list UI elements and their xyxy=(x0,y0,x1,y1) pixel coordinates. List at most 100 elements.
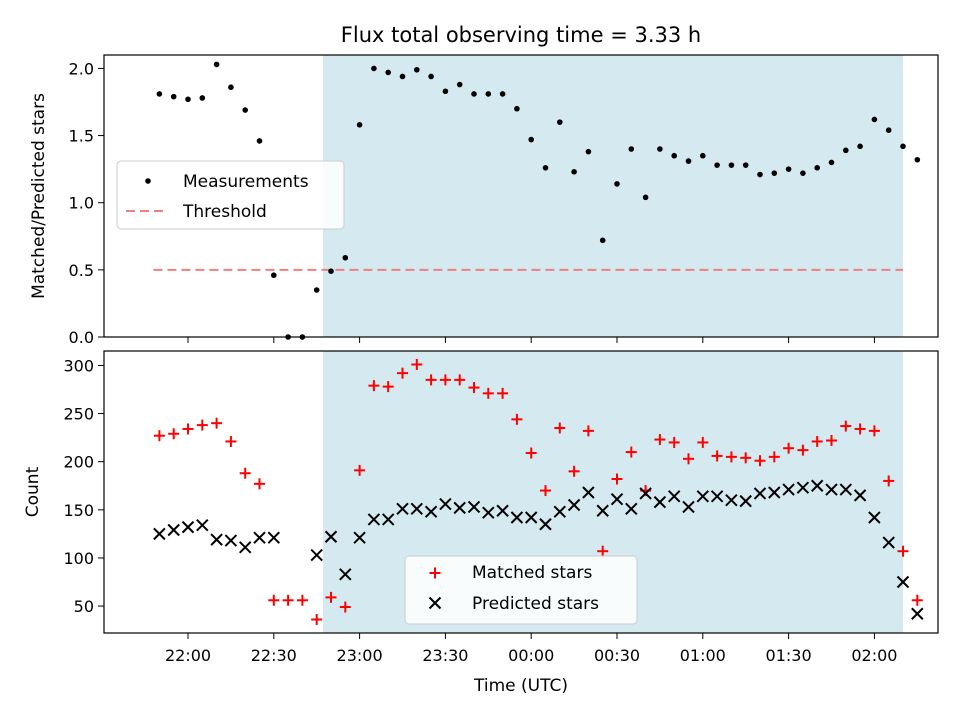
matched-star-point xyxy=(196,419,208,431)
measurement-point xyxy=(385,69,392,76)
matched-star-point xyxy=(540,485,551,497)
matched-star-point xyxy=(354,464,366,476)
matched-star-point xyxy=(811,435,823,447)
bottom-y-tick-label: 300 xyxy=(63,356,94,375)
predicted-star-point xyxy=(324,530,338,543)
matched-star-point xyxy=(239,467,251,479)
matched-star-point xyxy=(311,614,323,626)
matched-star-point xyxy=(325,591,337,603)
predicted-star-point xyxy=(167,523,180,537)
measurement-point xyxy=(885,127,892,133)
matched-star-point xyxy=(568,465,580,477)
measurement-point xyxy=(599,237,606,244)
top-y-tick-label: 1.5 xyxy=(69,127,94,146)
measurement-point xyxy=(199,95,206,101)
matched-star-point xyxy=(668,436,680,448)
x-stroke-b xyxy=(267,531,281,544)
predicted-star-point xyxy=(381,513,395,526)
x-stroke-b xyxy=(439,497,452,511)
x-stroke-b xyxy=(428,596,442,610)
measurement-point xyxy=(271,272,277,279)
predicted-star-point xyxy=(367,513,381,526)
x-stroke-b xyxy=(582,486,595,499)
predicted-star-point xyxy=(467,500,481,514)
measurement-point xyxy=(742,162,749,168)
predicted-star-point xyxy=(639,487,652,500)
legend-marker-matched xyxy=(429,567,441,579)
matched-star-point xyxy=(411,358,423,370)
x-tick-label: 01:00 xyxy=(680,646,726,665)
x-stroke-b xyxy=(567,498,581,512)
predicted-star-point xyxy=(424,505,438,518)
bottom-panel: 50 100 150 200 250 300 22:00 22:30 23:00 23:30 00… xyxy=(23,350,939,696)
matched-star-point xyxy=(740,452,752,464)
x-stroke-b xyxy=(610,493,624,506)
x-tick-label: 23:30 xyxy=(422,646,468,665)
measurement-point xyxy=(800,170,806,176)
matched-star-point xyxy=(425,374,437,386)
predicted-star-point xyxy=(439,497,452,511)
matched-star-point xyxy=(854,423,866,435)
predicted-star-point xyxy=(196,518,209,532)
measurement-point xyxy=(871,116,878,123)
matched-star-point xyxy=(525,447,537,459)
matched-star-point xyxy=(282,594,294,606)
x-stroke-b xyxy=(424,505,438,518)
top-y-tick-label: 0.5 xyxy=(69,261,94,280)
matched-star-point xyxy=(454,374,466,386)
x-axis-label: Time (UTC) xyxy=(473,676,568,696)
measurement-point xyxy=(542,165,549,171)
predicted-star-point xyxy=(582,486,595,499)
measurement-point xyxy=(757,171,763,178)
x-tick-label: 22:00 xyxy=(165,646,211,665)
top-plot-frame xyxy=(103,54,939,338)
predicted-star-point xyxy=(482,506,495,519)
bottom-y-tick-label: 100 xyxy=(63,549,94,568)
predicted-star-point xyxy=(396,502,409,516)
x-stroke-b xyxy=(796,481,810,494)
measurement-point xyxy=(614,181,620,187)
matched-star-point xyxy=(897,545,909,557)
measurement-point xyxy=(213,61,220,68)
predicted-star-point xyxy=(310,548,323,562)
matched-star-point xyxy=(597,545,609,557)
chart-title: Flux total observing time = 3.33 h xyxy=(341,23,701,47)
matched-star-point xyxy=(683,453,694,465)
predicted-star-point xyxy=(868,511,881,524)
measurement-point xyxy=(185,96,191,103)
x-stroke-b xyxy=(782,483,795,496)
x-stroke-b xyxy=(482,506,495,519)
predicted-star-point xyxy=(796,481,810,494)
measurement-point xyxy=(585,148,592,155)
top-y-tick-label: 2.0 xyxy=(69,59,94,78)
matched-star-point xyxy=(611,473,623,485)
x-stroke-b xyxy=(196,518,209,532)
matched-star-point xyxy=(554,422,566,434)
x-stroke-b xyxy=(238,541,252,554)
bottom-y-tick-label: 200 xyxy=(63,453,94,472)
measurement-point xyxy=(714,162,720,168)
measurement-point xyxy=(499,91,506,97)
predicted-star-point xyxy=(553,505,567,518)
matched-star-point xyxy=(368,380,380,392)
predicted-star-point xyxy=(224,534,238,547)
matched-star-point xyxy=(296,594,308,606)
x-stroke-b xyxy=(696,490,710,503)
measurement-point xyxy=(442,88,449,95)
matched-star-point xyxy=(697,436,709,448)
measurements-series xyxy=(156,61,921,340)
x-stroke-b xyxy=(510,511,524,524)
matched-star-point xyxy=(168,428,180,440)
x-stroke-b xyxy=(324,530,338,543)
measurement-point xyxy=(485,91,492,97)
predicted-star-point xyxy=(810,479,824,492)
x-stroke-b xyxy=(396,502,409,516)
matched-star-point xyxy=(826,435,837,447)
measurement-point xyxy=(313,287,320,293)
x-stroke-b xyxy=(667,490,681,503)
predicted-star-point xyxy=(453,501,466,515)
x-stroke-b xyxy=(367,513,381,526)
matched-star-point xyxy=(711,450,723,462)
x-stroke-b xyxy=(896,575,910,589)
